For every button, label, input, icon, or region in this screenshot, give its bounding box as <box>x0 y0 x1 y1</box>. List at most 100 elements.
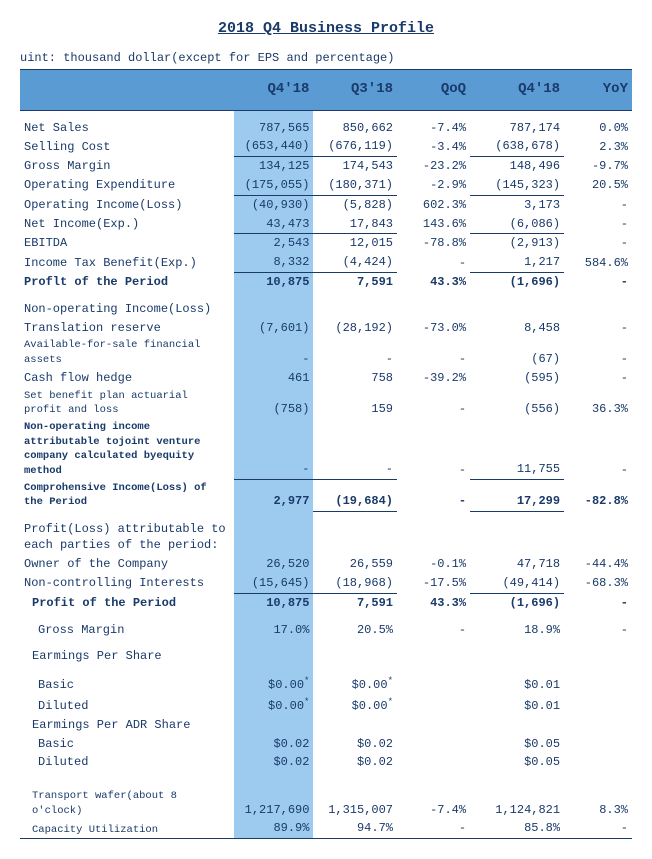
table-row: Non-controlling Interests(15,645)(18,968… <box>20 574 632 593</box>
cell-c4: 787,174 <box>470 119 564 138</box>
row-label: Earmings Per Share <box>20 647 234 666</box>
cell-c4: $0.01 <box>470 695 564 716</box>
cell-c5: - <box>564 234 632 253</box>
cell-c4: 8,458 <box>470 319 564 338</box>
cell-c5 <box>564 300 632 319</box>
cell-c2: (28,192) <box>313 319 397 338</box>
cell-c4: 17,299 <box>470 480 564 511</box>
cell-c2: - <box>313 419 397 480</box>
cell-c2: 94.7% <box>313 819 397 838</box>
cell-c4: (595) <box>470 369 564 388</box>
row-label: Basic <box>20 735 234 754</box>
cell-c2 <box>313 300 397 319</box>
table-row: Profit of the Period10,8757,59143.3%(1,6… <box>20 593 632 612</box>
cell-c3 <box>397 716 470 735</box>
cell-c5 <box>564 520 632 556</box>
cell-c1: (15,645) <box>234 574 313 593</box>
cell-c2 <box>313 520 397 556</box>
cell-c2 <box>313 647 397 666</box>
cell-c2: (5,828) <box>313 195 397 214</box>
cell-c4: (145,323) <box>470 176 564 195</box>
cell-c1 <box>234 647 313 666</box>
cell-c5 <box>564 716 632 735</box>
cell-c5: - <box>564 215 632 234</box>
cell-c4 <box>470 716 564 735</box>
cell-c1: $0.00 <box>234 695 313 716</box>
table-row: Basic$0.02$0.02$0.05 <box>20 735 632 754</box>
row-label: Operating Income(Loss) <box>20 195 234 214</box>
cell-c3: -17.5% <box>397 574 470 593</box>
cell-c3: 43.3% <box>397 593 470 612</box>
table-row: Set benefit plan actuarial profit and lo… <box>20 388 632 419</box>
header-yoy: YoY <box>564 70 632 111</box>
cell-c2: $0.00 <box>313 695 397 716</box>
row-label: Operating Expenditure <box>20 176 234 195</box>
cell-c3: -2.9% <box>397 176 470 195</box>
cell-c5 <box>564 674 632 695</box>
table-row: Net Income(Exp.)43,47317,843143.6%(6,086… <box>20 215 632 234</box>
cell-c1: 89.9% <box>234 819 313 838</box>
cell-c4: $0.01 <box>470 674 564 695</box>
table-row: Owner of the Company26,52026,559-0.1%47,… <box>20 555 632 574</box>
cell-c3: -7.4% <box>397 788 470 819</box>
cell-c5: 8.3% <box>564 788 632 819</box>
row-label: Owner of the Company <box>20 555 234 574</box>
cell-c2: - <box>313 337 397 368</box>
cell-c5: 36.3% <box>564 388 632 419</box>
cell-c3 <box>397 753 470 772</box>
row-label: Basic <box>20 674 234 695</box>
cell-c5 <box>564 695 632 716</box>
cell-c1: (653,440) <box>234 137 313 156</box>
table-row: Income Tax Benefit(Exp.)8,332(4,424)-1,2… <box>20 253 632 272</box>
row-label: Set benefit plan actuarial profit and lo… <box>20 388 234 419</box>
cell-c5: - <box>564 419 632 480</box>
table-row: Gross Margin17.0%20.5%-18.9%- <box>20 621 632 640</box>
cell-c1: 787,565 <box>234 119 313 138</box>
table-row: Diluted$0.02$0.02$0.05 <box>20 753 632 772</box>
cell-c4: 11,755 <box>470 419 564 480</box>
cell-c1: - <box>234 337 313 368</box>
row-label: Gross Margin <box>20 157 234 176</box>
cell-c2: $0.00 <box>313 674 397 695</box>
table-row: Gross Margin134,125174,543-23.2%148,496-… <box>20 157 632 176</box>
cell-c2: (19,684) <box>313 480 397 511</box>
cell-c4: 148,496 <box>470 157 564 176</box>
row-label: Gross Margin <box>20 621 234 640</box>
row-label: Diluted <box>20 753 234 772</box>
cell-c3: - <box>397 419 470 480</box>
cell-c4: 3,173 <box>470 195 564 214</box>
cell-c5: -82.8% <box>564 480 632 511</box>
row-label: Profit(Loss) attributable to each partie… <box>20 520 234 556</box>
cell-c5: 20.5% <box>564 176 632 195</box>
cell-c4: (1,696) <box>470 593 564 612</box>
cell-c4: (556) <box>470 388 564 419</box>
cell-c5: -9.7% <box>564 157 632 176</box>
cell-c2: 7,591 <box>313 272 397 291</box>
table-row: Transport wafer(about 8 o'clock)1,217,69… <box>20 788 632 819</box>
table-row <box>20 666 632 674</box>
cell-c2: 1,315,007 <box>313 788 397 819</box>
cell-c3: 602.3% <box>397 195 470 214</box>
cell-c1: 1,217,690 <box>234 788 313 819</box>
cell-c4: 47,718 <box>470 555 564 574</box>
cell-c5: - <box>564 621 632 640</box>
cell-c5: - <box>564 272 632 291</box>
table-row: Translation reserve(7,601)(28,192)-73.0%… <box>20 319 632 338</box>
cell-c1: (758) <box>234 388 313 419</box>
cell-c1: (40,930) <box>234 195 313 214</box>
table-row <box>20 292 632 300</box>
cell-c3: - <box>397 388 470 419</box>
cell-c3 <box>397 695 470 716</box>
cell-c3: -23.2% <box>397 157 470 176</box>
table-row: Basic$0.00$0.00$0.01 <box>20 674 632 695</box>
table-row: Net Sales787,565850,662-7.4%787,1740.0% <box>20 119 632 138</box>
table-row: Earmings Per ADR Share <box>20 716 632 735</box>
cell-c5 <box>564 647 632 666</box>
table-row: Operating Income(Loss)(40,930)(5,828)602… <box>20 195 632 214</box>
cell-c2: 20.5% <box>313 621 397 640</box>
cell-c1: 10,875 <box>234 272 313 291</box>
cell-c3 <box>397 735 470 754</box>
cell-c5: -68.3% <box>564 574 632 593</box>
cell-c5: - <box>564 593 632 612</box>
table-row: Non-operating Income(Loss) <box>20 300 632 319</box>
